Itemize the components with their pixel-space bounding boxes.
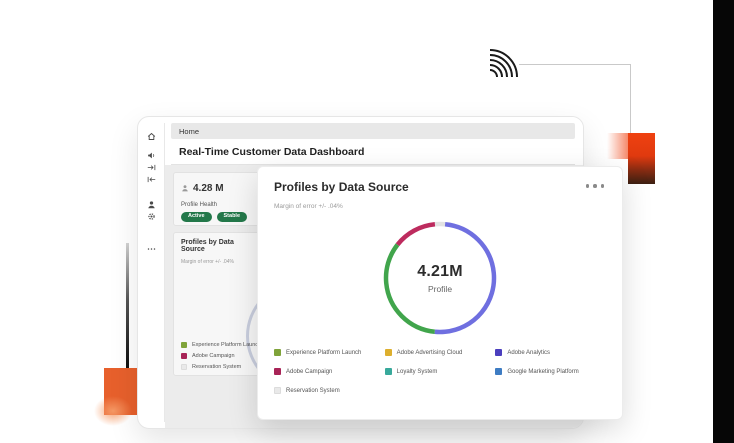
profile-count-value: 4.28 M [193,182,224,194]
orange-glow [94,396,132,426]
legend-item: Adobe Analytics [495,349,606,356]
legend-label: Adobe Campaign [286,368,333,375]
legend-swatch [495,368,503,375]
legend-label: Reservation System [192,364,242,370]
legend-label: Reservation System [286,387,340,394]
legend-label: Experience Platform Launch [286,349,362,356]
signal-arcs-icon [487,49,521,79]
more-options-icon[interactable] [585,184,604,188]
donut-ring [383,221,497,335]
donut-center-label: 4.21M Profile [382,220,498,336]
profile-count-card: 4.28 M Profile Health Active Stable [173,172,265,226]
connector-line-horizontal [519,64,631,65]
home-icon[interactable] [147,130,156,142]
right-black-strip [713,0,734,443]
legend-item: Adobe Campaign [181,353,261,359]
legend-label: Google Marketing Platform [507,368,579,375]
margin-of-error-note: Margin of error +/- .04% [274,203,343,210]
settings-icon[interactable] [147,210,156,222]
profiles-by-source-panel: Profiles by Data Source Margin of error … [257,166,623,420]
margin-of-error-note: Margin of error +/- .04% [181,259,234,265]
legend-swatch [181,364,187,370]
status-badge: Active [181,212,212,222]
legend-swatch [181,353,187,359]
legend-label: Experience Platform Launch [192,342,262,348]
legend-label: Adobe Campaign [192,353,235,359]
card-title: Profiles by Data Source [181,239,234,253]
profiles-by-source-card: Profiles by Data Source Margin of error … [173,232,265,376]
status-badges: Active Stable [181,212,257,222]
legend-swatch [274,368,281,375]
legend-item: Experience Platform Launch [274,349,385,356]
user-icon[interactable] [147,198,156,210]
legend-label: Loyalty System [396,368,438,375]
more-icon[interactable] [147,243,156,255]
legend-swatch [384,349,392,356]
legend-item: Loyalty System [384,368,496,375]
profile-health-label: Profile Health [181,202,218,208]
chart-legend: Experience Platform Launch Adobe Advertis… [274,349,606,394]
sidebar [138,123,165,422]
legend-label: Adobe Advertising Cloud [396,349,463,356]
donut-segment [383,221,497,335]
legend-label: Adobe Analytics [507,349,551,356]
panel-title: Profiles by Data Source [274,180,409,194]
total-profiles-unit: Profile [427,283,453,294]
breadcrumb[interactable]: Home [171,123,575,139]
legend-item: Adobe Campaign [274,368,385,375]
card-legend: Experience Platform Launch Adobe Campaign… [181,342,261,370]
legend-swatch [495,349,503,356]
data-in-icon[interactable] [147,161,156,173]
legend-swatch [181,342,187,348]
legend-item: Reservation System [181,364,261,370]
status-badge: Stable [216,212,248,222]
black-accent-line [126,243,129,370]
orange-gradient-block [607,133,655,184]
legend-item: Google Marketing Platform [495,368,606,375]
data-out-icon[interactable] [147,173,156,185]
total-profiles-value: 4.21M [417,262,463,280]
user-icon [181,179,189,197]
legend-item: Experience Platform Launch [181,342,261,348]
legend-item: Reservation System [274,387,385,394]
announcement-icon[interactable] [147,149,156,161]
legend-swatch [274,387,281,394]
orange-gradient-column [628,133,655,184]
legend-item: Adobe Advertising Cloud [384,349,496,356]
page-title: Real-Time Customer Data Dashboard [171,139,575,165]
breadcrumb-home[interactable]: Home [179,126,200,136]
donut-segment [383,221,497,335]
donut-segment [383,221,497,335]
legend-swatch [274,349,281,356]
legend-swatch [384,368,392,375]
page-title-text: Real-Time Customer Data Dashboard [179,145,365,158]
donut-chart: 4.21M Profile [382,220,498,336]
connector-line-vertical [630,64,631,184]
